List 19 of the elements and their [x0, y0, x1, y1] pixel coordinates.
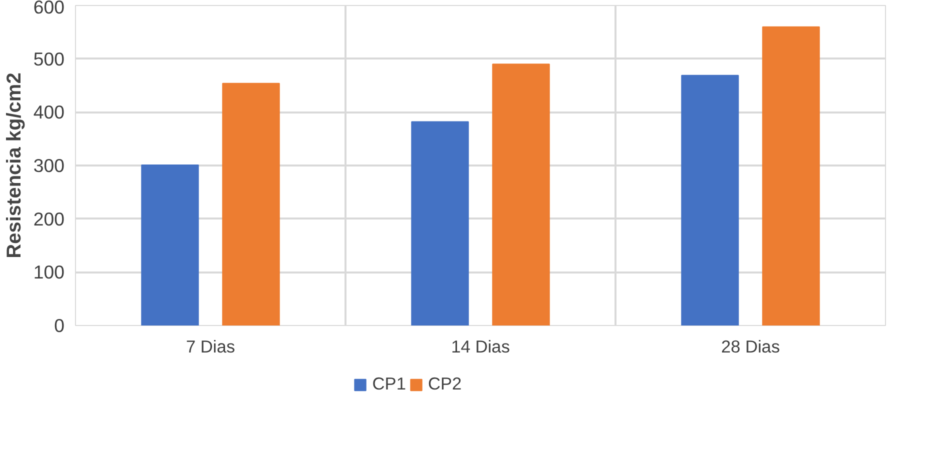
x-tick-label: 28 Dias [721, 336, 780, 356]
bar [411, 121, 469, 326]
bar [222, 82, 280, 326]
bar [141, 164, 199, 326]
y-tick-label: 300 [33, 155, 65, 176]
y-tick-label: 500 [33, 48, 65, 70]
bar [681, 74, 739, 326]
y-axis-title: Resistencia kg/cm2 [3, 72, 26, 258]
y-tick-label: 0 [54, 315, 65, 336]
legend-label: CP2 [428, 374, 462, 394]
y-tick-label: 200 [33, 208, 65, 230]
x-tick-label: 14 Dias [451, 336, 510, 356]
bar [492, 64, 550, 326]
bar [762, 26, 820, 326]
x-tick-label: 7 Dias [186, 336, 236, 356]
y-tick-label: 600 [33, 0, 65, 18]
y-tick-label: 100 [33, 262, 65, 283]
y-tick-label: 400 [33, 102, 65, 123]
legend-label: CP1 [372, 374, 406, 394]
